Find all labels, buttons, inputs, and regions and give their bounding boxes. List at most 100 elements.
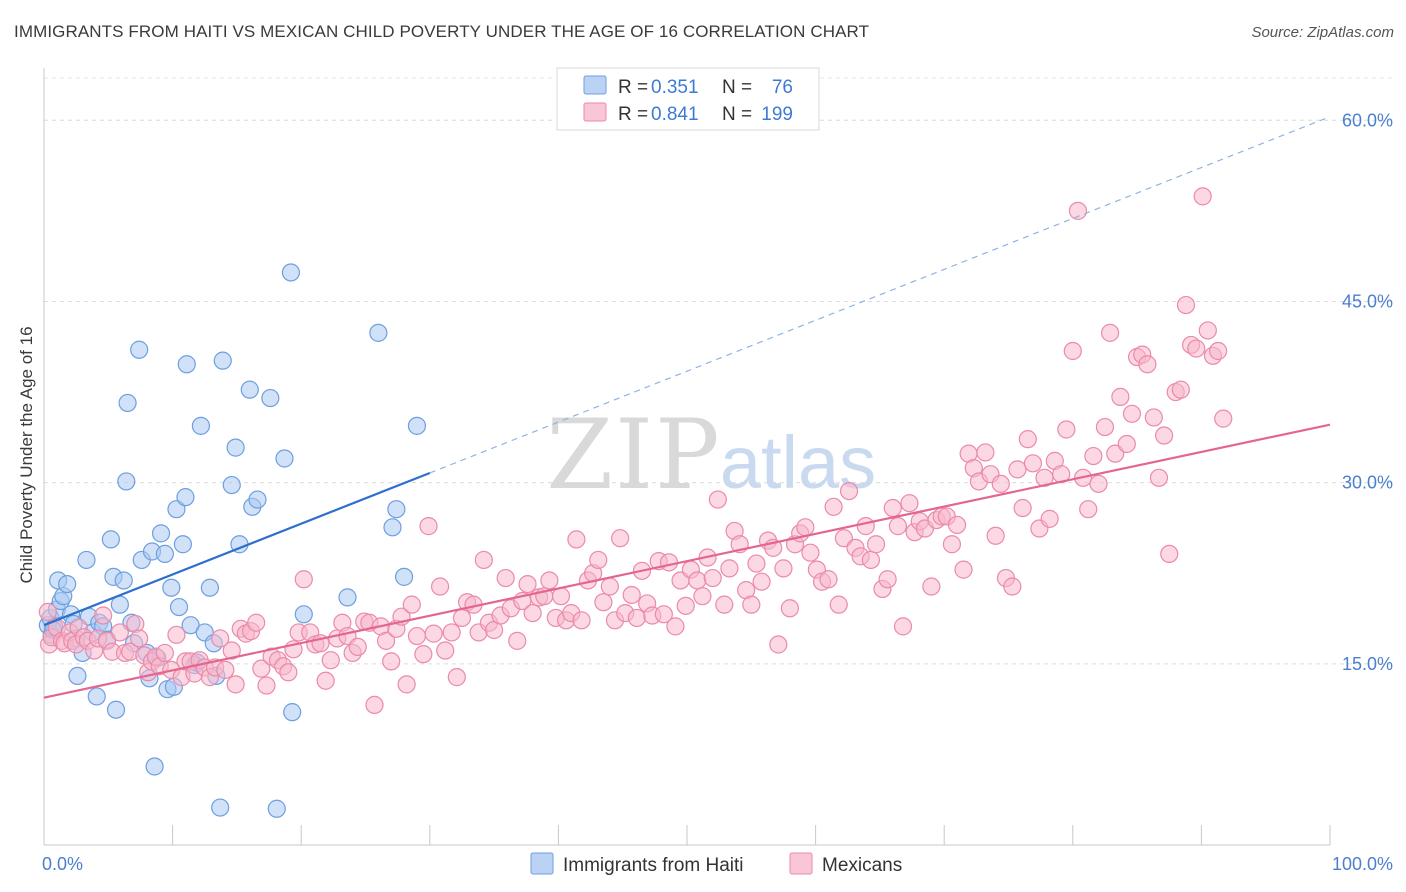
- mexicans-point-39: [216, 660, 235, 679]
- tick-labels: 15.0% 30.0% 45.0% 60.0% 0.0% 100.0%: [42, 110, 1393, 874]
- mexicans-point-109: [594, 593, 613, 612]
- haiti-point-66: [281, 263, 301, 282]
- mexicans-point-194: [1057, 420, 1076, 439]
- mexicans-point-182: [991, 474, 1010, 493]
- mexicans-point-115: [627, 608, 646, 628]
- mexicans-point-152: [829, 595, 848, 614]
- mexicans-point-79: [430, 577, 450, 596]
- mexicans-point-122: [666, 617, 685, 636]
- mexicans-point-210: [1144, 408, 1163, 427]
- mexicans-point-82: [447, 668, 466, 687]
- mexicans-point-137: [747, 554, 766, 573]
- haiti-point-55: [211, 798, 230, 817]
- haiti-point-58: [226, 438, 245, 457]
- mexicans-point-51: [279, 663, 298, 682]
- y-tick-label-0: 15.0%: [1342, 654, 1393, 674]
- mexicans-point-186: [1013, 498, 1032, 518]
- stats-legend-swatch-haiti: [583, 75, 607, 95]
- mexicans-point-14: [94, 606, 113, 625]
- stats-legend-n-value-haiti: 76: [772, 77, 793, 98]
- axes: [43, 68, 1331, 846]
- mexicans-point-129: [703, 568, 722, 588]
- mexicans-point-179: [976, 443, 995, 462]
- haiti-point-71: [383, 518, 402, 537]
- haiti-point-68: [294, 605, 313, 624]
- mexicans-point-46: [252, 659, 271, 678]
- mexicans-point-146: [796, 518, 815, 537]
- haiti-point-64: [267, 799, 286, 818]
- chart-title: IMMIGRANTS FROM HAITI VS MEXICAN CHILD P…: [14, 22, 870, 41]
- mexicans-point-216: [1176, 295, 1196, 315]
- haiti-point-57: [222, 475, 241, 495]
- mexicans-point-76: [414, 645, 433, 664]
- stats-legend-swatch-mexicans: [583, 102, 607, 122]
- mexicans-point-161: [878, 570, 897, 589]
- haiti-point-26: [117, 472, 136, 491]
- mexicans-point-70: [382, 652, 401, 671]
- haiti-point-44: [173, 535, 192, 554]
- mexicans-point-78: [424, 624, 443, 643]
- haiti-point-42: [167, 500, 186, 519]
- haiti-point-43: [169, 597, 189, 617]
- mexicans-point-73: [397, 675, 416, 694]
- trend-lines: [43, 116, 1331, 699]
- y-tick-label-1: 30.0%: [1342, 473, 1393, 493]
- legend-swatch-mexicans: [789, 852, 813, 875]
- mexicans-point-83: [452, 608, 472, 628]
- mexicans-point-105: [572, 611, 591, 630]
- mexicans-point-87: [474, 550, 493, 570]
- mexicans-point-150: [819, 570, 838, 589]
- legend-swatch-haiti: [530, 852, 554, 875]
- mexicans-point-126: [688, 571, 707, 590]
- mexicans-point-91: [496, 568, 515, 588]
- mexicans-point-203: [1106, 444, 1125, 463]
- mexicans-point-198: [1079, 500, 1098, 519]
- stats-legend-n-label-haiti: N =: [722, 77, 752, 98]
- mexicans-point-147: [801, 543, 820, 562]
- mexicans-point-142: [774, 559, 793, 578]
- mexicans-point-218: [1187, 339, 1206, 358]
- mexicans-point-188: [1023, 454, 1043, 473]
- mexicans-point-211: [1149, 468, 1169, 487]
- mexicans-point-165: [900, 494, 919, 513]
- haiti-point-37: [151, 524, 171, 543]
- mexicans-point-21: [130, 629, 149, 648]
- mexicans-point-154: [839, 481, 859, 501]
- series-haiti-points: [38, 263, 427, 818]
- haiti-point-56: [213, 351, 232, 370]
- haiti-point-30: [130, 340, 149, 359]
- mexicans-point-17: [110, 623, 129, 642]
- mexicans-point-131: [715, 595, 734, 614]
- haiti-trend-extension: [429, 116, 1331, 474]
- mexicans-point-108: [589, 550, 608, 570]
- mexicans-point-75: [407, 626, 427, 646]
- haiti-point-14: [77, 550, 96, 570]
- haiti-point-70: [369, 323, 388, 342]
- mexicans-point-27: [155, 643, 174, 663]
- haiti-point-45: [176, 488, 195, 507]
- haiti-point-12: [68, 666, 87, 685]
- mexicans-point-130: [708, 490, 727, 509]
- mexicans-point-223: [1214, 409, 1233, 428]
- mexicans-point-206: [1122, 404, 1142, 423]
- mexicans-point-67: [365, 695, 384, 714]
- stats-legend: R = 0.351 N = 76 R = 0.841 N = 199: [556, 67, 820, 131]
- mexicans-point-77: [419, 517, 438, 536]
- mexicans-point-213: [1160, 544, 1179, 564]
- legend-label-mexicans: Mexicans: [822, 855, 902, 876]
- mexicans-point-114: [622, 585, 641, 605]
- bottom-legend: Immigrants from Haiti Mexicans: [530, 852, 902, 876]
- mexicans-point-121: [659, 553, 679, 572]
- stats-legend-r-value-mexicans: 0.841: [651, 104, 699, 125]
- mexicans-point-40: [222, 641, 241, 660]
- mexicans-point-219: [1193, 187, 1212, 206]
- watermark-zip: ZIP: [546, 399, 721, 511]
- haiti-point-52: [200, 578, 219, 597]
- haiti-point-62: [248, 490, 267, 509]
- haiti-point-25: [114, 571, 133, 590]
- haiti-point-21: [101, 530, 120, 549]
- mexicans-point-173: [942, 535, 962, 554]
- haiti-point-74: [407, 416, 427, 435]
- mexicans-point-59: [321, 651, 340, 670]
